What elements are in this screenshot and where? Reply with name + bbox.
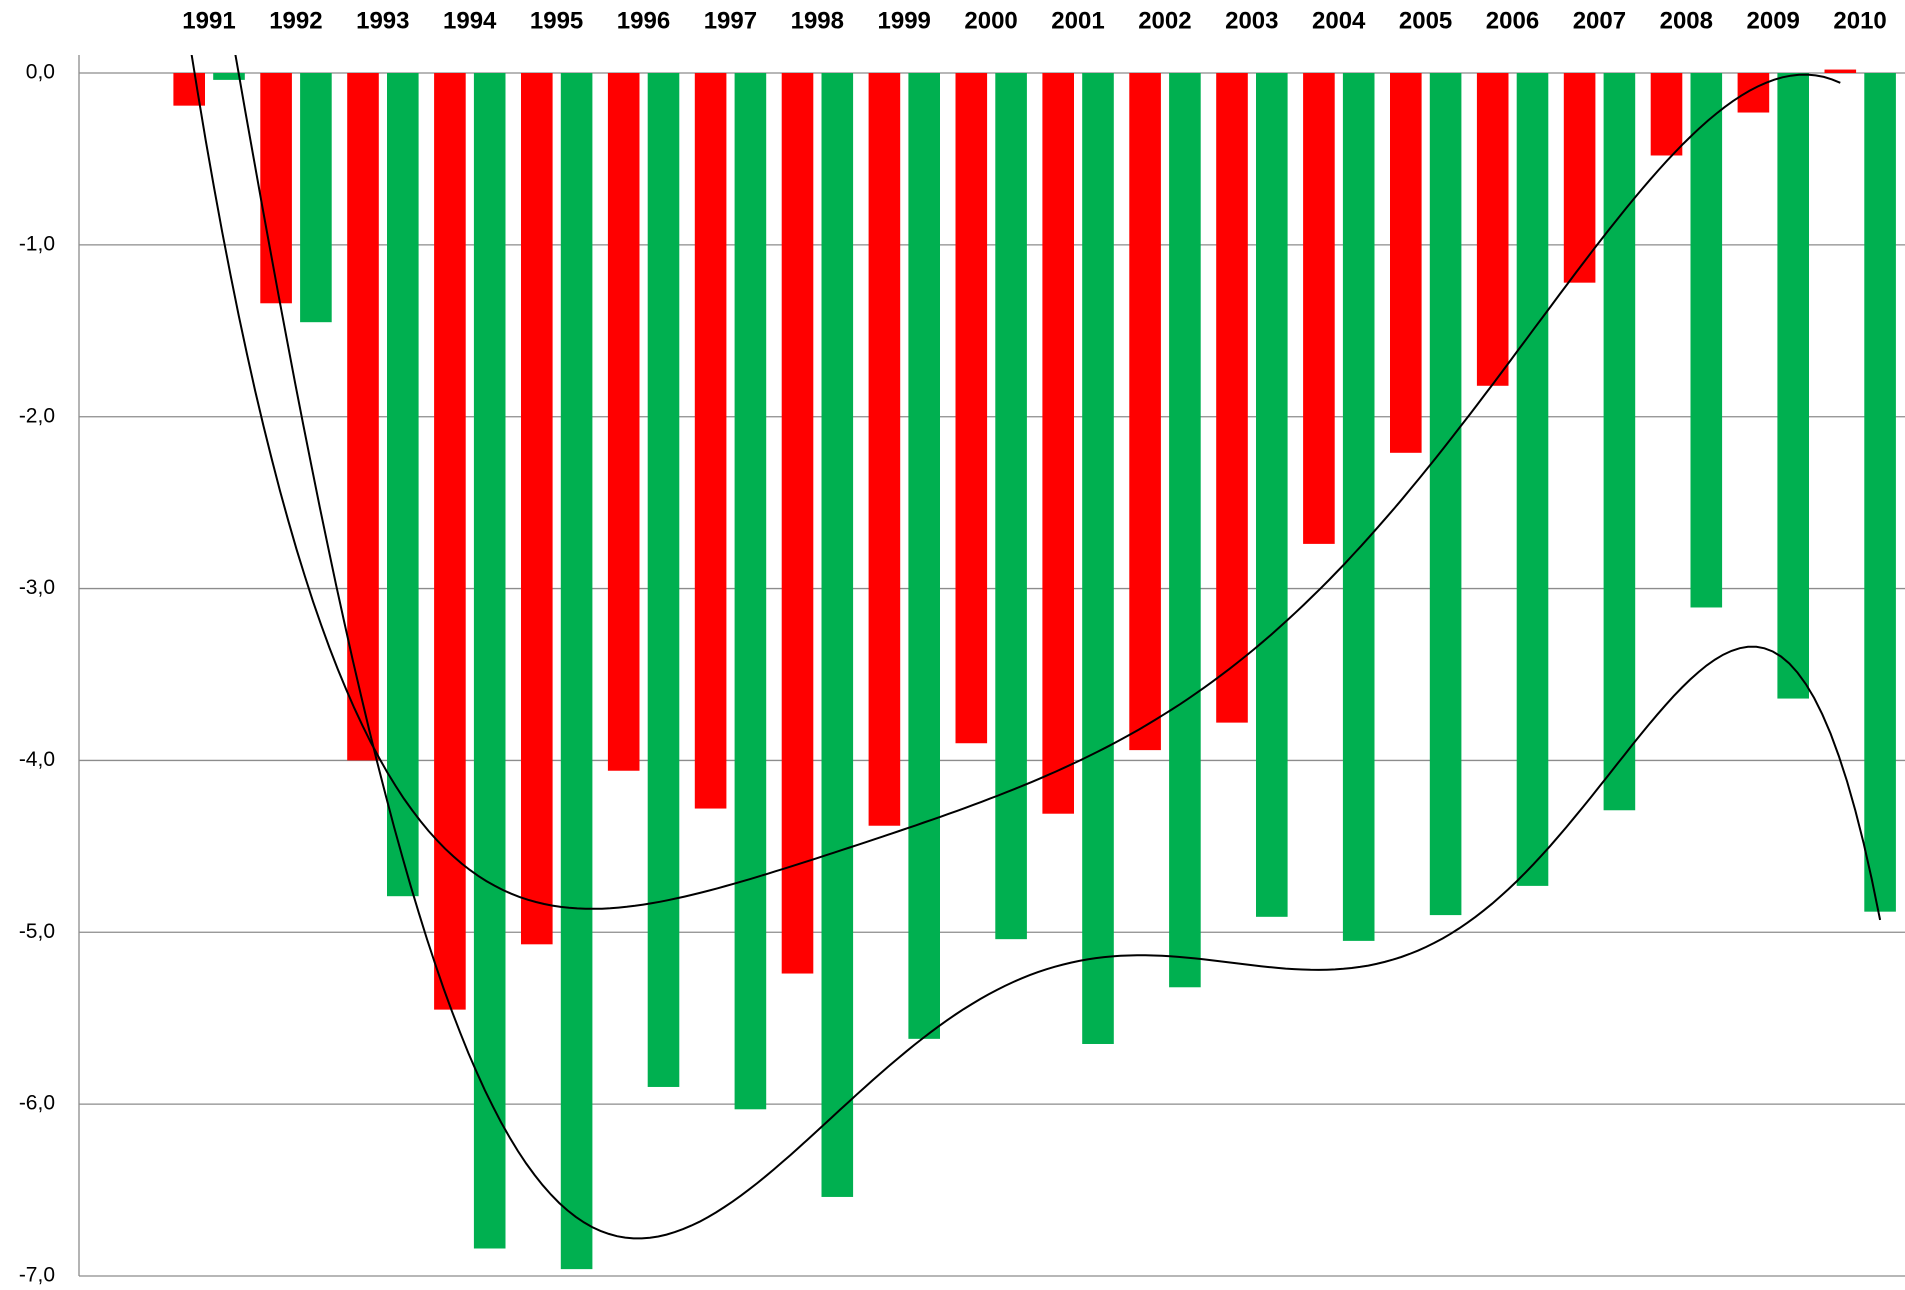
x-tick-label: 1996 (617, 7, 670, 34)
bar (434, 73, 466, 1010)
bar (1429, 73, 1462, 916)
bar (781, 73, 814, 974)
bar (995, 73, 1027, 940)
x-tick-label: 2010 (1833, 7, 1886, 34)
x-tick-label: 2007 (1573, 7, 1626, 34)
bar (1216, 73, 1248, 723)
grid (78, 55, 1905, 1277)
y-tick-label: -1,0 (19, 232, 55, 255)
bar (1342, 73, 1375, 941)
bar (473, 73, 506, 1249)
bar (1390, 73, 1422, 453)
x-tick-label: 1997 (704, 7, 757, 34)
x-tick-label: 1994 (443, 7, 497, 34)
y-tick-label: -6,0 (19, 1092, 55, 1115)
bar (607, 73, 640, 771)
x-tick-label: 2004 (1312, 7, 1366, 34)
bar (1476, 73, 1509, 386)
x-tick-label: 2005 (1399, 7, 1452, 34)
bar (560, 73, 593, 1270)
bar (1129, 73, 1161, 751)
x-tick-label: 1998 (791, 7, 844, 34)
trendlines (190, 55, 1882, 1240)
bar (647, 73, 680, 1087)
y-tick-label: 0,0 (26, 61, 55, 84)
bar (1737, 73, 1770, 113)
trendline (234, 55, 1882, 1240)
x-tick-label: 1999 (878, 7, 931, 34)
x-tick-label: 2000 (964, 7, 1017, 34)
bar (694, 73, 727, 809)
bar (1650, 73, 1683, 156)
x-tick-label: 1995 (530, 7, 583, 34)
x-tick-label: 2008 (1660, 7, 1713, 34)
labels: 0,0 -1,0 -2,0 -3,0 -4,0 -5,0 -6,0 -7,0 1991 1992 1… (19, 7, 1887, 1286)
bar (1042, 73, 1074, 814)
bar (1824, 69, 1857, 73)
bar (387, 73, 419, 897)
x-tick-label: 2002 (1138, 7, 1191, 34)
bar (521, 73, 553, 945)
x-tick-label: 2001 (1051, 7, 1104, 34)
x-tick-label: 2006 (1486, 7, 1539, 34)
bar (173, 73, 205, 106)
bar (300, 73, 332, 323)
bar (347, 73, 379, 761)
y-tick-label: -4,0 (19, 748, 55, 771)
bar (213, 73, 245, 80)
bar (1256, 73, 1288, 917)
x-tick-label: 2003 (1225, 7, 1278, 34)
x-tick-label: 2009 (1747, 7, 1800, 34)
y-tick-label: -3,0 (19, 576, 55, 599)
bar (1082, 73, 1114, 1044)
y-tick-label: -7,0 (19, 1264, 55, 1287)
bar (1563, 73, 1596, 283)
bar (955, 73, 988, 744)
bar (1603, 73, 1636, 811)
bar (1303, 73, 1335, 544)
bar (908, 73, 940, 1039)
bar (734, 73, 767, 1110)
bar (1690, 73, 1723, 608)
bar (1777, 73, 1809, 699)
x-tick-label: 1992 (269, 7, 322, 34)
x-tick-label: 1991 (182, 7, 235, 34)
bar (868, 73, 901, 826)
bar (1864, 73, 1896, 912)
bar (821, 73, 854, 1197)
y-tick-label: -5,0 (19, 920, 55, 943)
bars (173, 69, 1896, 1270)
bar (1516, 73, 1549, 886)
x-tick-label: 1993 (356, 7, 409, 34)
bar (1169, 73, 1201, 988)
y-tick-label: -2,0 (19, 404, 55, 427)
trendline (190, 55, 1841, 910)
bar (260, 73, 292, 304)
